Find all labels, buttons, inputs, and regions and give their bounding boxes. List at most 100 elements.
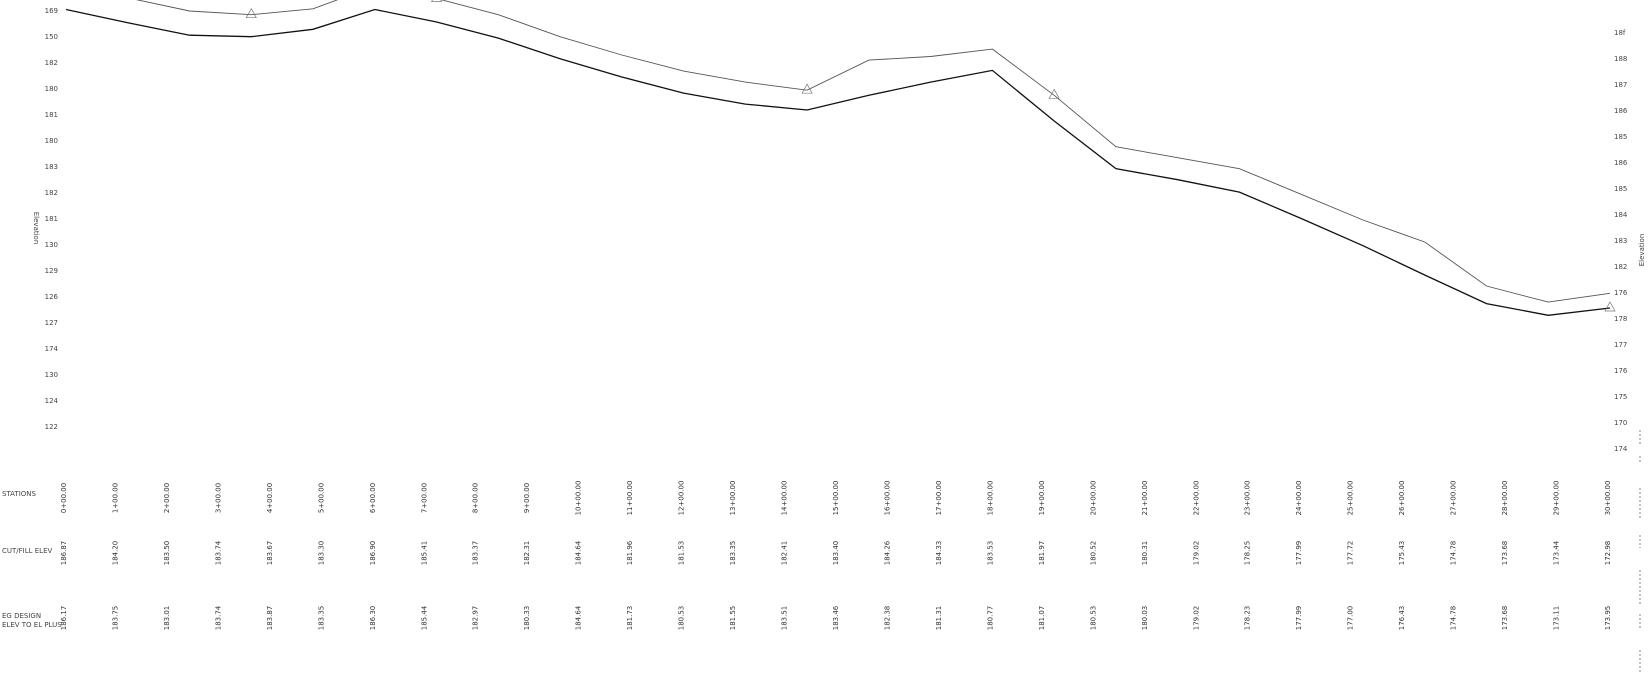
design-elev-cell: 180.77 bbox=[986, 606, 994, 631]
cut-fill-cell: 174.78 bbox=[1450, 541, 1458, 566]
design-elev-cell: 183.01 bbox=[163, 606, 171, 631]
left-tick-label: 174 bbox=[45, 345, 59, 353]
station-cell: 18+00.00 bbox=[986, 481, 994, 516]
design-elev-cell: 176.43 bbox=[1398, 606, 1406, 631]
cut-fill-cell: 183.74 bbox=[214, 540, 222, 565]
left-tick-label: 181 bbox=[45, 111, 58, 119]
right-tick-label: 176 bbox=[1614, 289, 1628, 297]
vertex-marker bbox=[801, 83, 813, 94]
right-axis-title: Elevation bbox=[1638, 234, 1646, 267]
cut-fill-cell: 172.98 bbox=[1604, 541, 1612, 566]
design-elev-cell: 183.46 bbox=[832, 605, 840, 630]
data-table: STATIONS CUT/FILL ELEV EG DESIGN ELEV TO … bbox=[2, 490, 62, 629]
left-tick-label: 169 bbox=[45, 7, 58, 15]
station-cell: 11+00.00 bbox=[626, 481, 634, 516]
cut-fill-cell: 180.31 bbox=[1141, 541, 1149, 566]
cut-fill-cell: 181.96 bbox=[626, 540, 634, 565]
station-cell: 5+00.00 bbox=[317, 483, 325, 513]
station-cell: 3+00.00 bbox=[214, 483, 222, 513]
cut-fill-cell: 184.33 bbox=[935, 541, 943, 566]
station-cell: 7+00.00 bbox=[420, 483, 428, 513]
right-axis-ticks: 18f 188 187 186 185 186 185 184 183 182 176 178 177 1… bbox=[1614, 29, 1628, 453]
cut-fill-cell: 177.99 bbox=[1295, 541, 1303, 566]
left-tick-label: 124 bbox=[45, 397, 59, 405]
right-tick-label: 18f bbox=[1614, 29, 1626, 37]
station-cell: 17+00.00 bbox=[935, 481, 943, 516]
right-tick-label: 175 bbox=[1614, 393, 1627, 401]
design-elev-cell: 180.53 bbox=[1089, 606, 1097, 631]
design-elev-cell: 180.33 bbox=[523, 606, 531, 631]
right-tick-label: 186 bbox=[1614, 107, 1628, 115]
cut-fill-cell: 184.64 bbox=[575, 540, 583, 565]
station-cell: 14+00.00 bbox=[781, 481, 789, 516]
left-axis-title: Elevation bbox=[32, 212, 40, 245]
row-label-eg-design: EG DESIGN ELEV TO EL PLUS bbox=[2, 612, 62, 629]
right-tick-label: 170 bbox=[1614, 419, 1627, 427]
design-elev-cell: 183.35 bbox=[317, 606, 325, 631]
station-cell: 22+00.00 bbox=[1192, 481, 1200, 516]
station-cell: 27+00.00 bbox=[1450, 481, 1458, 516]
station-cell: 28+00.00 bbox=[1501, 481, 1509, 516]
station-cell: 9+00.00 bbox=[523, 483, 531, 513]
station-cell: 30+00.00 bbox=[1604, 481, 1612, 516]
design-elev-cell: 178.23 bbox=[1244, 606, 1252, 631]
cut-fill-cell: 183.40 bbox=[832, 541, 840, 566]
cut-fill-cell: 181.53 bbox=[678, 541, 686, 566]
cut-fill-cell: 182.31 bbox=[523, 541, 531, 566]
design-elev-cell: 173.11 bbox=[1553, 606, 1561, 631]
design-elev-cell: 184.64 bbox=[575, 605, 583, 630]
station-cell: 19+00.00 bbox=[1038, 481, 1046, 516]
cut-fill-cell: 183.53 bbox=[986, 541, 994, 566]
vertex-marker bbox=[430, 0, 443, 2]
table-cells: 0+00.00 1+00.00 2+00.00 3+00.00 4+00.00 5+00.… bbox=[60, 481, 1612, 631]
vertex-marker bbox=[1048, 88, 1060, 99]
right-tick-label: 176 bbox=[1614, 367, 1628, 375]
left-tick-label: 181 bbox=[45, 215, 58, 223]
right-tick-label: 177 bbox=[1614, 341, 1627, 349]
cut-fill-cell: 183.67 bbox=[266, 541, 274, 566]
design-elev-cell: 180.03 bbox=[1141, 606, 1149, 631]
right-tick-label: 187 bbox=[1614, 81, 1627, 89]
station-cell: 25+00.00 bbox=[1347, 481, 1355, 516]
station-cell: 4+00.00 bbox=[266, 483, 274, 513]
vertex-marker bbox=[245, 7, 257, 19]
cut-fill-cell: 178.25 bbox=[1244, 541, 1252, 566]
left-tick-label: 182 bbox=[45, 59, 58, 67]
cut-fill-cell: 185.41 bbox=[420, 541, 428, 566]
series-line-upper bbox=[135, 0, 1611, 303]
series-lines bbox=[65, 0, 1611, 316]
design-elev-cell: 183.75 bbox=[112, 606, 120, 631]
design-elev-cell: 181.31 bbox=[935, 606, 943, 631]
design-elev-cell: 183.51 bbox=[781, 606, 789, 631]
design-elev-cell: 186.17 bbox=[60, 606, 68, 631]
station-cell: 12+00.00 bbox=[678, 481, 686, 516]
row-label-cut-fill: CUT/FILL ELEV bbox=[2, 547, 53, 555]
cut-fill-cell: 183.50 bbox=[163, 541, 171, 566]
design-elev-cell: 174.78 bbox=[1450, 606, 1458, 631]
cut-fill-cell: 177.72 bbox=[1347, 541, 1355, 566]
left-tick-label: 127 bbox=[45, 319, 58, 327]
right-tick-label: 174 bbox=[1614, 445, 1628, 453]
station-cell: 2+00.00 bbox=[163, 483, 171, 513]
design-elev-cell: 180.53 bbox=[678, 606, 686, 631]
cut-fill-cell: 183.35 bbox=[729, 541, 737, 566]
cut-fill-cell: 184.20 bbox=[112, 541, 120, 566]
right-tick-label: 182 bbox=[1614, 263, 1627, 271]
station-cell: 26+00.00 bbox=[1398, 481, 1406, 516]
design-elev-cell: 173.68 bbox=[1501, 606, 1509, 631]
station-cell: 8+00.00 bbox=[472, 483, 480, 513]
station-cell: 13+00.00 bbox=[729, 481, 737, 516]
left-tick-label: 150 bbox=[45, 33, 58, 41]
cut-fill-cell: 183.30 bbox=[317, 541, 325, 566]
left-tick-label: 180 bbox=[45, 137, 58, 145]
series-line-lower bbox=[65, 8, 1611, 316]
cut-fill-cell: 186.87 bbox=[60, 541, 68, 566]
right-tick-label: 185 bbox=[1614, 133, 1627, 141]
right-tick-label: 178 bbox=[1614, 315, 1627, 323]
left-tick-label: 130 bbox=[45, 241, 58, 249]
left-tick-label: 182 bbox=[45, 189, 58, 197]
design-elev-cell: 183.87 bbox=[266, 606, 274, 631]
design-elev-cell: 177.00 bbox=[1347, 606, 1355, 631]
design-elev-cell: 173.95 bbox=[1604, 606, 1612, 631]
